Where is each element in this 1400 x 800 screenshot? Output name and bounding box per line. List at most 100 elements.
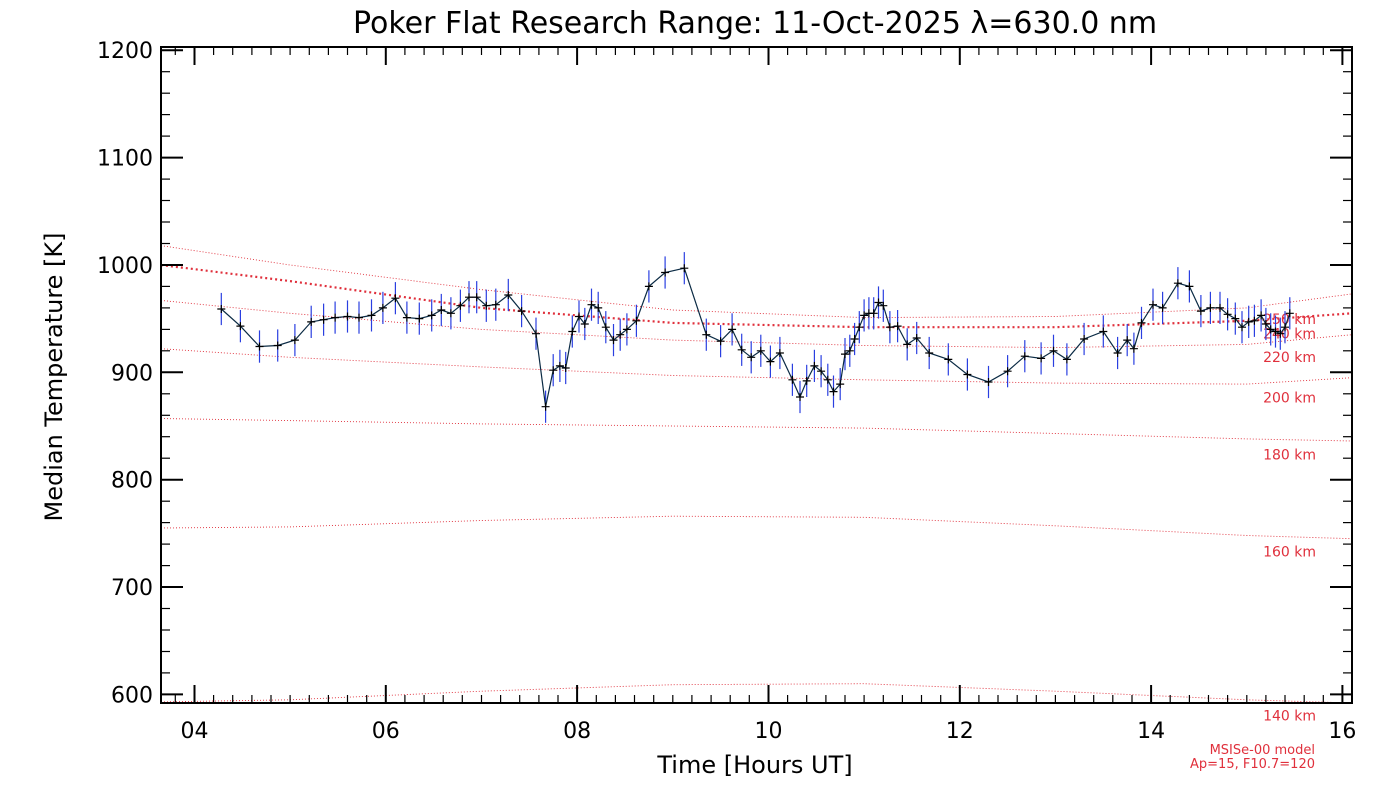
data-point — [1137, 318, 1146, 327]
data-point — [1123, 336, 1132, 345]
model-label-220km: 220 km — [1263, 350, 1316, 366]
data-point — [482, 301, 491, 310]
x-tick-label: 12 — [946, 719, 974, 744]
data-point — [217, 305, 226, 313]
data-point — [1149, 300, 1157, 309]
x-tick-label: 08 — [563, 719, 591, 744]
data-point — [879, 301, 888, 310]
data-point — [860, 311, 869, 320]
data-point — [446, 309, 455, 318]
data-point — [632, 316, 641, 325]
data-point — [1250, 316, 1259, 325]
plot-frame — [160, 46, 1353, 704]
data-series — [217, 252, 1294, 423]
data-point — [869, 309, 878, 318]
x-tick-label: 04 — [181, 719, 209, 744]
axes: 04 06 08 10 12 14 16 600 700 800 900 1000 1100 1200 — [97, 39, 1356, 744]
data-point — [1261, 320, 1270, 328]
y-tick-label: 1000 — [97, 254, 153, 279]
y-tick-label: 900 — [111, 361, 153, 386]
data-point — [437, 306, 446, 314]
data-point — [1271, 327, 1280, 336]
data-point — [1231, 314, 1240, 323]
data-point — [845, 346, 854, 355]
data-point — [367, 311, 376, 320]
model-curve-140km — [160, 683, 1353, 704]
model-note-line2: Ap=15, F10.7=120 — [1190, 757, 1315, 772]
data-point — [1080, 335, 1089, 343]
data-point — [609, 336, 618, 345]
data-point — [1113, 349, 1122, 357]
data-point — [561, 364, 570, 372]
model-label-240km: 240 km — [1263, 327, 1316, 343]
data-point — [1020, 352, 1029, 361]
series-line-0 — [220, 267, 1291, 407]
data-point — [1238, 323, 1246, 332]
data-point — [1266, 325, 1275, 334]
y-axis-label: Median Temperature [K] — [40, 232, 68, 521]
data-point — [823, 375, 832, 384]
data-point — [1185, 282, 1194, 291]
data-point — [541, 402, 550, 411]
data-point — [1129, 344, 1138, 353]
data-point — [255, 342, 264, 351]
data-point — [343, 312, 352, 321]
x-tick-label: 10 — [755, 719, 783, 744]
x-tick-label: 06 — [372, 719, 400, 744]
data-point — [728, 325, 737, 334]
model-label-160km: 160 km — [1263, 544, 1316, 560]
data-point — [1003, 367, 1012, 376]
data-point — [912, 334, 921, 342]
data-point — [402, 313, 411, 322]
data-point — [575, 312, 583, 321]
data-point — [716, 337, 725, 346]
data-point — [1037, 354, 1046, 363]
data-point — [273, 341, 282, 350]
data-point — [644, 282, 653, 291]
data-point — [236, 322, 245, 331]
model-curve-160km — [160, 515, 1353, 540]
model-curve-180km — [160, 418, 1353, 442]
data-point — [893, 322, 902, 331]
data-point — [601, 323, 610, 332]
data-point — [465, 293, 473, 302]
data-point — [1158, 303, 1167, 312]
y-tick-label: 800 — [111, 469, 153, 494]
y-tick-label: 1200 — [97, 39, 153, 64]
data-point — [355, 313, 363, 322]
data-point — [775, 349, 784, 357]
model-note-line1: MSISe-00 model — [1210, 743, 1315, 758]
model-label-200km: 200 km — [1263, 390, 1316, 406]
data-point — [841, 350, 849, 359]
data-point — [532, 329, 540, 338]
data-point — [855, 323, 864, 332]
data-point — [549, 366, 558, 375]
data-point — [810, 361, 819, 370]
data-point — [472, 293, 481, 302]
y-tick-label: 700 — [111, 576, 153, 601]
data-point — [944, 355, 953, 364]
data-point — [580, 320, 589, 328]
model-curve-240km — [160, 263, 1353, 329]
data-point — [594, 303, 603, 312]
model-curve-220km — [160, 299, 1353, 349]
data-point — [680, 264, 689, 273]
data-point — [737, 345, 746, 354]
data-point — [319, 315, 328, 324]
data-point — [984, 378, 993, 386]
y-tick-label: 1100 — [97, 147, 153, 172]
x-tick-label: 14 — [1137, 719, 1165, 744]
chart-title: Poker Flat Research Range: 11-Oct-2025 λ… — [353, 6, 1157, 41]
data-point — [331, 313, 340, 322]
data-point — [766, 357, 775, 366]
data-point — [517, 307, 526, 316]
data-point — [587, 300, 596, 309]
model-label-180km: 180 km — [1263, 448, 1316, 464]
data-point — [1206, 303, 1215, 312]
data-point — [1049, 346, 1058, 355]
data-point — [1257, 311, 1266, 320]
data-point — [661, 268, 670, 277]
data-point — [1285, 309, 1294, 318]
data-point — [568, 327, 577, 336]
